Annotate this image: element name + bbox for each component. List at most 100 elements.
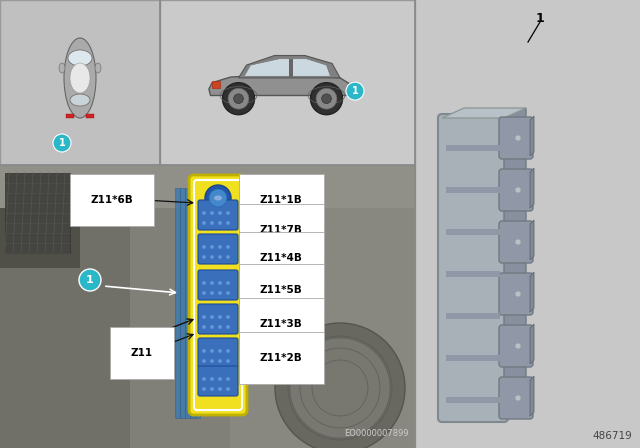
Text: 486719: 486719 xyxy=(592,431,632,441)
Ellipse shape xyxy=(95,63,101,73)
Circle shape xyxy=(226,281,230,285)
FancyBboxPatch shape xyxy=(499,377,533,419)
Circle shape xyxy=(218,281,222,285)
Bar xyxy=(185,188,190,418)
Polygon shape xyxy=(530,168,534,208)
Bar xyxy=(446,229,500,235)
Text: Z11*2B: Z11*2B xyxy=(260,353,303,363)
Circle shape xyxy=(316,88,337,109)
Circle shape xyxy=(202,325,206,329)
Ellipse shape xyxy=(59,63,65,73)
Circle shape xyxy=(310,83,342,115)
Circle shape xyxy=(202,211,206,215)
Ellipse shape xyxy=(68,50,92,66)
Circle shape xyxy=(210,377,214,381)
Circle shape xyxy=(210,349,214,353)
Polygon shape xyxy=(209,75,355,95)
Text: Z11*4B: Z11*4B xyxy=(260,253,303,263)
Bar xyxy=(212,81,220,87)
FancyBboxPatch shape xyxy=(198,366,238,396)
Circle shape xyxy=(210,281,214,285)
Text: Z11*1B: Z11*1B xyxy=(260,195,303,205)
Circle shape xyxy=(226,325,230,329)
Circle shape xyxy=(210,221,214,225)
Bar xyxy=(86,114,94,118)
Circle shape xyxy=(209,189,227,207)
Ellipse shape xyxy=(70,94,90,106)
Circle shape xyxy=(202,281,206,285)
Circle shape xyxy=(218,291,222,295)
Circle shape xyxy=(275,323,405,448)
FancyBboxPatch shape xyxy=(499,169,533,211)
FancyBboxPatch shape xyxy=(438,114,508,422)
Circle shape xyxy=(210,245,214,249)
Bar xyxy=(0,165,80,268)
Text: 1: 1 xyxy=(536,12,545,25)
Text: 1: 1 xyxy=(351,86,358,96)
FancyBboxPatch shape xyxy=(499,221,533,263)
Bar xyxy=(180,188,185,418)
Circle shape xyxy=(202,221,206,225)
Circle shape xyxy=(515,135,521,141)
Circle shape xyxy=(53,134,71,152)
FancyBboxPatch shape xyxy=(198,234,238,264)
Circle shape xyxy=(218,325,222,329)
Ellipse shape xyxy=(214,195,222,201)
Circle shape xyxy=(205,185,231,211)
Bar xyxy=(0,0,160,165)
Bar xyxy=(175,188,180,418)
Circle shape xyxy=(290,338,390,438)
Circle shape xyxy=(226,377,230,381)
Circle shape xyxy=(218,349,222,353)
Text: Z11: Z11 xyxy=(131,348,153,358)
Circle shape xyxy=(218,315,222,319)
Circle shape xyxy=(210,387,214,391)
Circle shape xyxy=(515,239,521,245)
Polygon shape xyxy=(530,272,534,312)
Text: Z11*7B: Z11*7B xyxy=(260,225,303,235)
FancyBboxPatch shape xyxy=(198,200,238,230)
Circle shape xyxy=(226,291,230,295)
Circle shape xyxy=(346,82,364,100)
FancyBboxPatch shape xyxy=(499,325,533,367)
Circle shape xyxy=(210,359,214,363)
Polygon shape xyxy=(530,220,534,260)
FancyBboxPatch shape xyxy=(198,270,238,300)
Circle shape xyxy=(218,359,222,363)
Circle shape xyxy=(210,325,214,329)
FancyBboxPatch shape xyxy=(189,175,247,415)
Circle shape xyxy=(226,387,230,391)
Bar xyxy=(446,397,500,403)
Bar xyxy=(66,114,74,118)
Circle shape xyxy=(226,221,230,225)
Circle shape xyxy=(218,211,222,215)
Circle shape xyxy=(515,343,521,349)
Polygon shape xyxy=(530,116,534,156)
Text: 1: 1 xyxy=(86,275,94,285)
Polygon shape xyxy=(442,108,526,118)
Bar xyxy=(0,165,130,448)
Circle shape xyxy=(226,349,230,353)
Ellipse shape xyxy=(70,63,90,93)
Text: Z11*5B: Z11*5B xyxy=(260,285,303,295)
Circle shape xyxy=(202,387,206,391)
Circle shape xyxy=(226,315,230,319)
Bar xyxy=(446,313,500,319)
Circle shape xyxy=(202,377,206,381)
FancyBboxPatch shape xyxy=(198,304,238,334)
Circle shape xyxy=(218,255,222,259)
Bar xyxy=(446,145,500,151)
Circle shape xyxy=(202,359,206,363)
Text: 1: 1 xyxy=(59,138,65,148)
Circle shape xyxy=(226,359,230,363)
Polygon shape xyxy=(504,108,526,418)
Circle shape xyxy=(202,315,206,319)
Bar xyxy=(446,355,500,361)
Circle shape xyxy=(515,291,521,297)
Ellipse shape xyxy=(64,38,96,118)
Circle shape xyxy=(322,94,332,103)
FancyBboxPatch shape xyxy=(499,117,533,159)
FancyBboxPatch shape xyxy=(198,338,238,368)
Circle shape xyxy=(218,221,222,225)
Text: Z11*3B: Z11*3B xyxy=(260,319,303,329)
